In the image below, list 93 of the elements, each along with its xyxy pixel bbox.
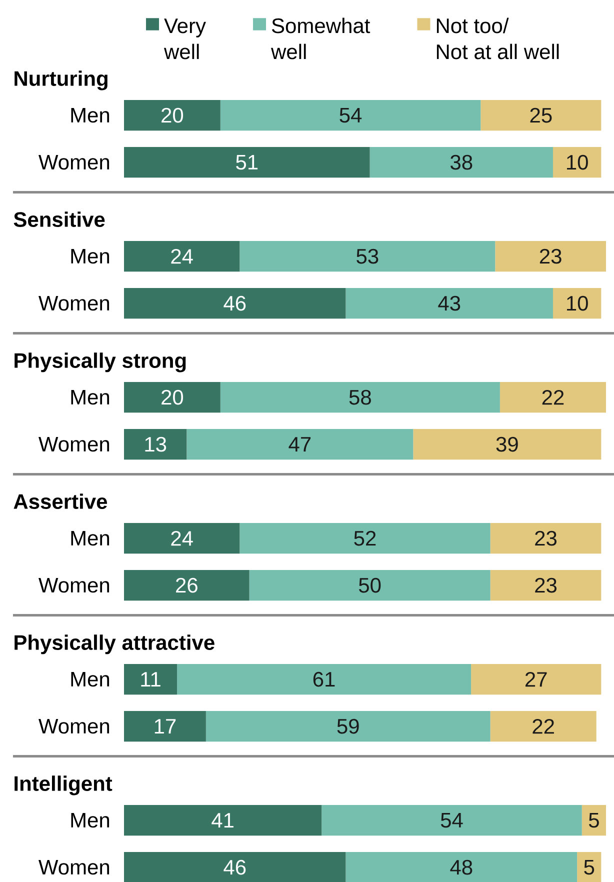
data-label: 54 [440, 812, 463, 828]
data-label: 24 [171, 530, 193, 546]
y-tick-label: Men [71, 672, 110, 687]
data-label: 46 [224, 296, 246, 311]
bar [471, 664, 602, 695]
data-label: 13 [145, 436, 166, 452]
bar [577, 852, 602, 882]
data-label: 17 [154, 719, 176, 734]
legend-label: Not too/ Not at all well [436, 18, 559, 60]
bar [370, 147, 553, 178]
y-tick-label: Men [71, 108, 110, 123]
data-label: 23 [535, 578, 557, 593]
data-label: 25 [530, 108, 552, 123]
data-label: 38 [450, 154, 472, 170]
data-label: 59 [337, 718, 359, 734]
data-label: 52 [354, 530, 376, 546]
data-label: 58 [349, 390, 371, 405]
legend-label: Somewhat well [270, 18, 370, 60]
data-label: 48 [450, 860, 472, 875]
bar [413, 429, 602, 460]
y-tick-label: Women [38, 718, 110, 734]
y-tick-label: Women [38, 860, 110, 875]
y-tick-label: Women [38, 436, 110, 452]
data-label: 39 [496, 436, 518, 452]
bar [220, 100, 481, 131]
y-tick-label: Men [71, 248, 110, 264]
bar [490, 523, 602, 554]
data-label: 54 [340, 108, 362, 123]
bar [124, 382, 220, 413]
bar [249, 570, 490, 601]
chart-title: Nurturing [14, 70, 108, 90]
bar [186, 429, 414, 460]
bar [124, 429, 187, 460]
data-label: 10 [567, 154, 588, 170]
data-label: 53 [356, 248, 378, 264]
data-label: 10 [567, 296, 588, 311]
data-label: 26 [176, 578, 198, 593]
data-label: 5 [584, 860, 594, 875]
data-label: 20 [162, 108, 184, 123]
bar [177, 664, 472, 695]
bar [124, 711, 206, 742]
bar [240, 523, 490, 554]
bar [124, 805, 322, 836]
data-label: 22 [542, 390, 564, 405]
data-label: 47 [288, 437, 311, 452]
data-label: 5 [588, 812, 599, 828]
bar [346, 288, 553, 319]
bar [124, 241, 240, 272]
data-label: 61 [313, 672, 335, 687]
data-label: 43 [438, 296, 460, 311]
bar [552, 288, 602, 319]
data-label: 23 [535, 530, 557, 546]
chart-title: Intelligent [14, 776, 112, 796]
bar [240, 241, 496, 272]
chart-title: Sensitive [14, 212, 105, 228]
chart-title: Physically attractive [14, 634, 214, 654]
bar [124, 852, 346, 882]
y-tick-label: Women [38, 578, 110, 593]
bar [552, 147, 602, 178]
bar [582, 805, 606, 836]
data-label: 22 [532, 718, 554, 734]
data-label: 51 [236, 154, 258, 170]
chart-title: Assertive [14, 494, 108, 510]
data-label: 50 [358, 578, 381, 593]
y-tick-label: Men [71, 390, 110, 405]
data-label: 24 [171, 248, 193, 264]
bar [124, 570, 250, 601]
bar [124, 664, 178, 695]
bar [220, 382, 500, 413]
y-tick-label: Women [38, 296, 110, 311]
bar [322, 805, 582, 836]
bar [500, 382, 606, 413]
bar [480, 100, 602, 131]
data-label: 11 [141, 672, 160, 687]
bar [490, 711, 596, 742]
y-tick-label: Men [71, 812, 110, 828]
chart-title: Physically strong [14, 352, 186, 372]
bar [495, 241, 606, 272]
bar [124, 147, 370, 178]
data-label: 23 [540, 248, 562, 264]
bar [346, 852, 578, 882]
bar [490, 570, 602, 601]
data-label: 46 [224, 860, 246, 875]
data-label: 27 [525, 672, 547, 687]
legend-label: Very well [164, 18, 206, 60]
y-tick-label: Men [71, 530, 110, 546]
data-label: 41 [212, 813, 234, 828]
data-label: 20 [162, 390, 184, 405]
bar [206, 711, 490, 742]
bar [124, 100, 220, 131]
bar [124, 523, 240, 554]
bar [124, 288, 346, 319]
y-tick-label: Women [38, 154, 110, 170]
